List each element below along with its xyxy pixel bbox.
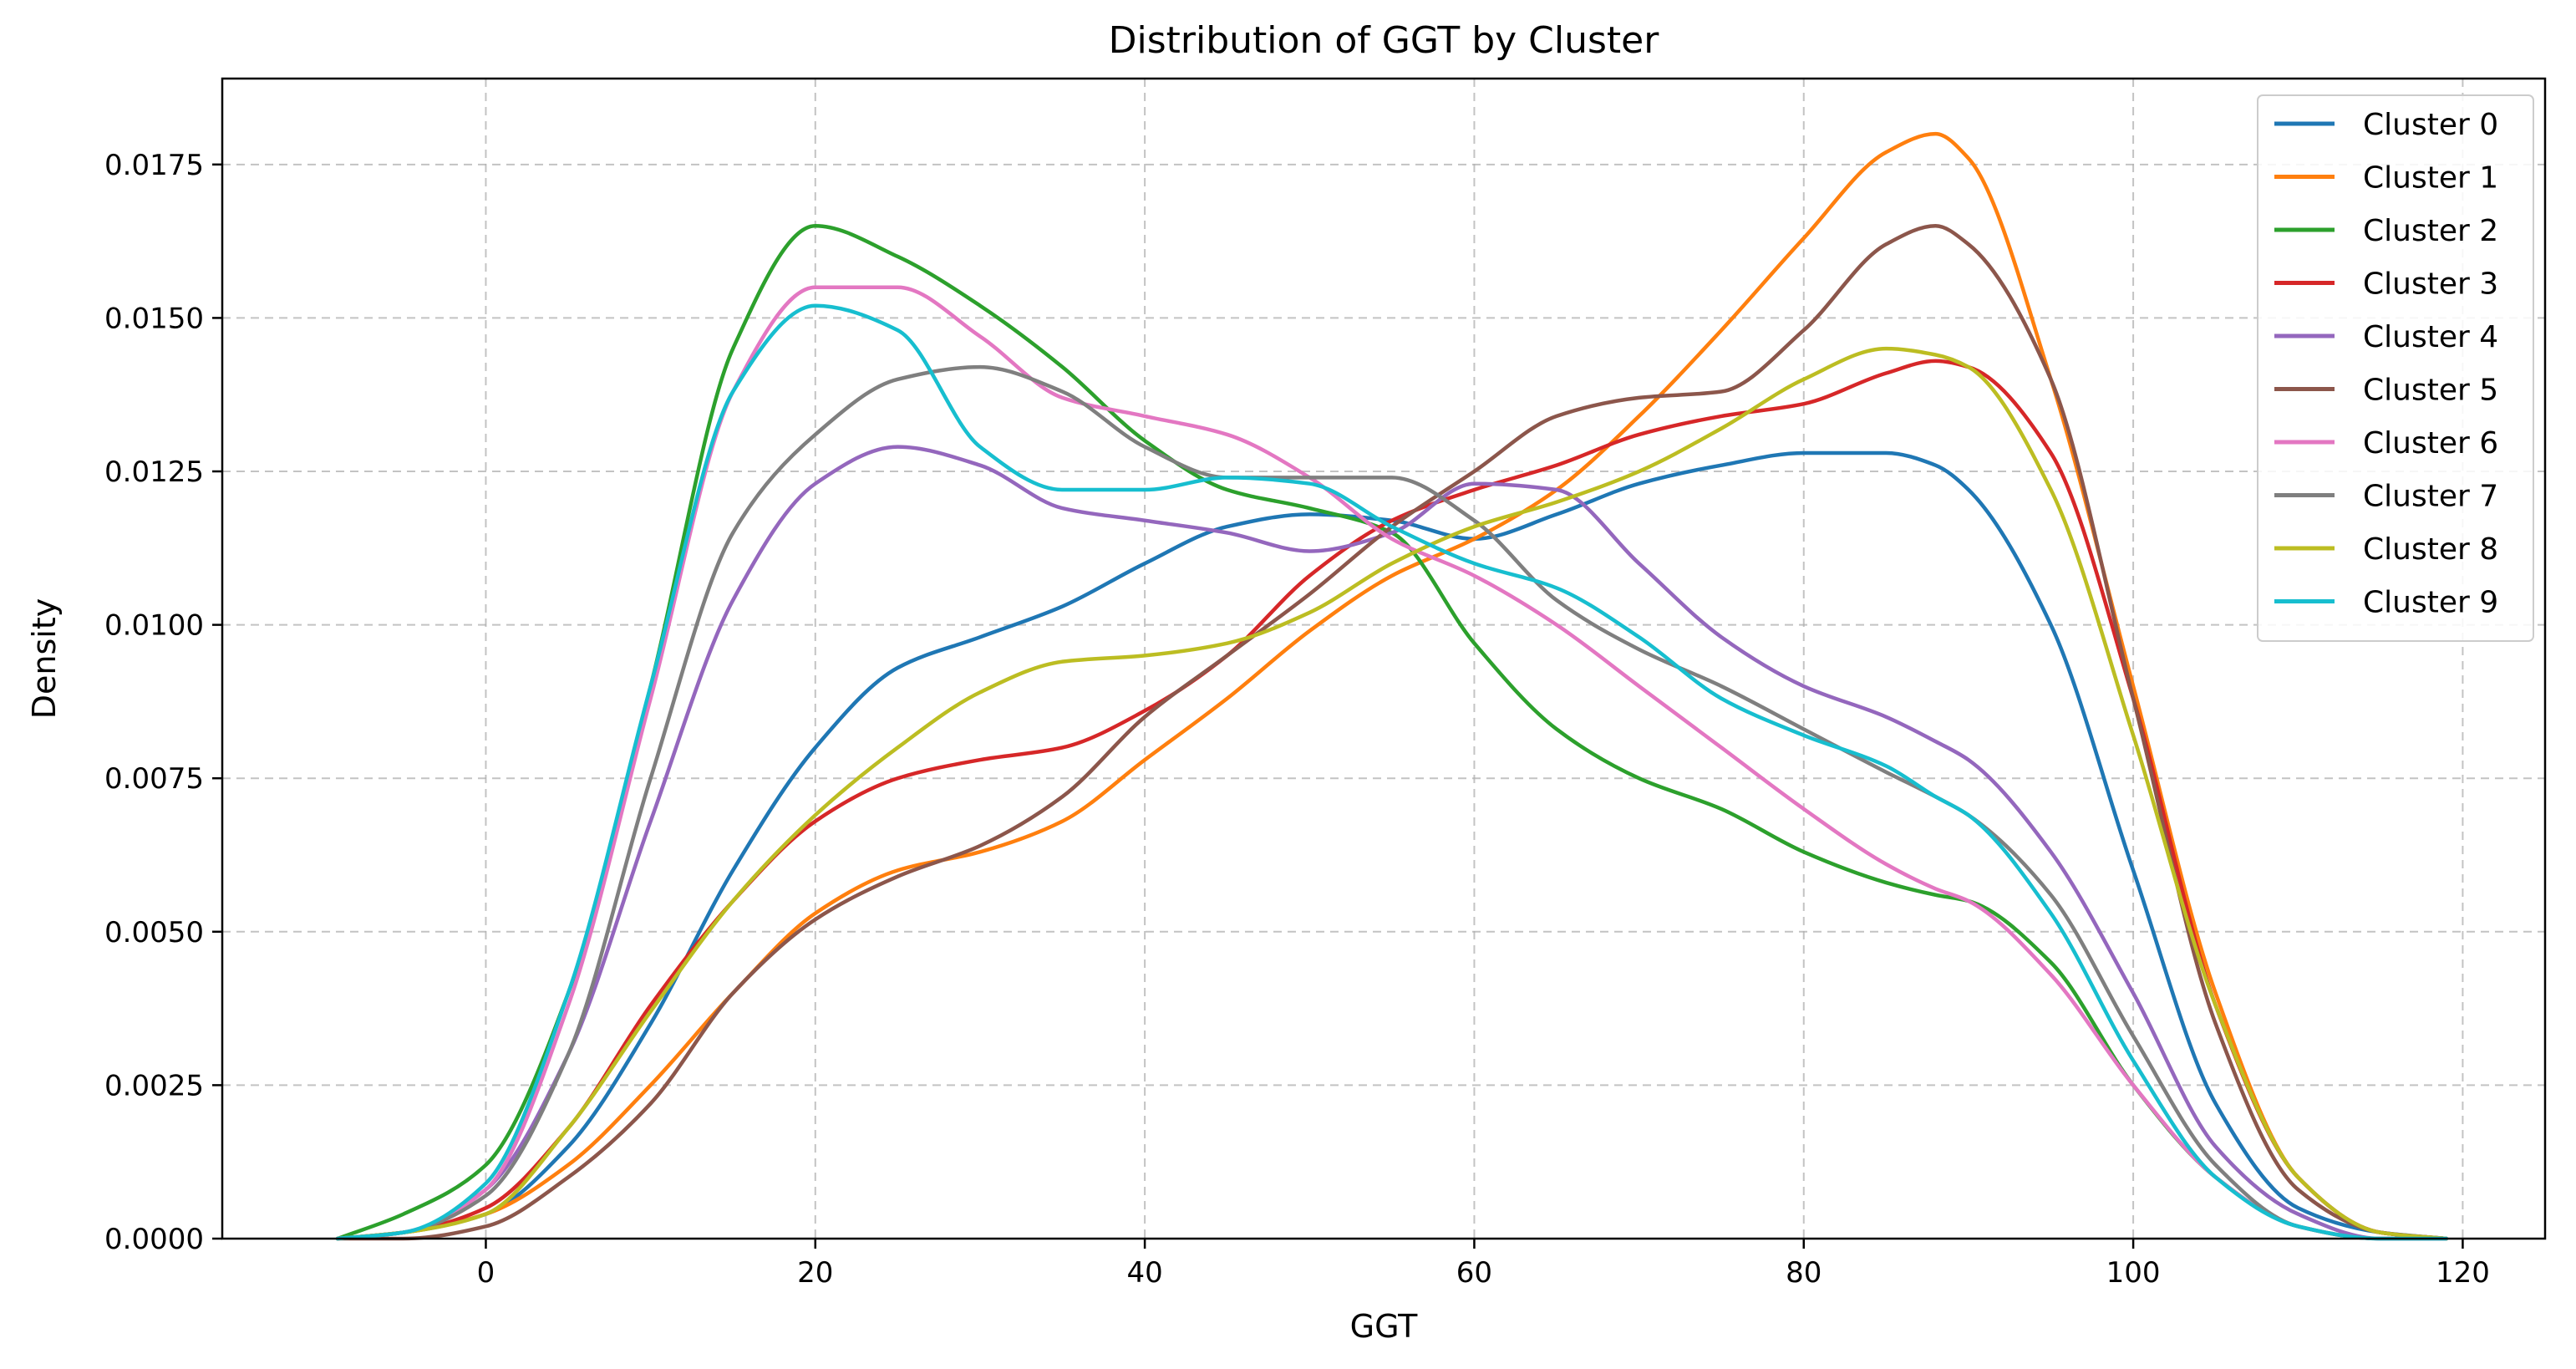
x-tick-label: 40: [1126, 1256, 1162, 1290]
x-tick-label: 100: [2106, 1256, 2161, 1290]
y-tick-label: 0.0050: [104, 916, 204, 949]
legend-label-cluster-2: Cluster 2: [2363, 214, 2498, 248]
x-axis-label: GGT: [1350, 1308, 1419, 1345]
y-tick-label: 0.0150: [104, 302, 204, 335]
y-axis-label: Density: [26, 598, 63, 719]
x-tick-label: 60: [1456, 1256, 1492, 1290]
series-lines: [335, 131, 2448, 1241]
y-axis-ticks: 0.0000 0.0025 0.0050 0.0075 0.0100 0.0125 0.01…: [104, 149, 222, 1256]
y-tick-label: 0.0125: [104, 455, 204, 489]
x-tick-label: 0: [477, 1256, 495, 1290]
series-line-cluster-6: [335, 285, 2448, 1241]
chart-title: Distribution of GGT by Cluster: [1109, 19, 1660, 62]
legend-label-cluster-1: Cluster 1: [2363, 161, 2498, 196]
legend-label-cluster-7: Cluster 7: [2363, 480, 2498, 514]
legend-label-cluster-9: Cluster 9: [2363, 586, 2498, 620]
y-tick-label: 0.0100: [104, 609, 204, 643]
y-tick-label: 0.0075: [104, 762, 204, 796]
y-tick-label: 0.0175: [104, 149, 204, 182]
legend-label-cluster-4: Cluster 4: [2363, 320, 2498, 354]
legend-label-cluster-8: Cluster 8: [2363, 532, 2498, 567]
series-line-cluster-7: [335, 364, 2448, 1241]
x-tick-label: 80: [1786, 1256, 1821, 1290]
plot-area-frame: [221, 77, 2547, 1240]
x-tick-label: 120: [2436, 1256, 2490, 1290]
y-tick-label: 0.0000: [104, 1223, 204, 1256]
series-line-cluster-5: [335, 224, 2448, 1241]
x-tick-label: 20: [797, 1256, 833, 1290]
legend-label-cluster-5: Cluster 5: [2363, 374, 2498, 408]
legend-label-cluster-0: Cluster 0: [2363, 108, 2498, 142]
series-line-cluster-8: [335, 346, 2448, 1241]
series-line-cluster-9: [335, 303, 2448, 1241]
x-axis-ticks: 0 20 40 60 80 100 120: [477, 1239, 2490, 1290]
legend: Cluster 0 Cluster 1 Cluster 2 Cluster 3 Clus…: [2257, 94, 2534, 642]
legend-label-cluster-6: Cluster 6: [2363, 426, 2498, 461]
legend-label-cluster-3: Cluster 3: [2363, 267, 2498, 302]
y-tick-label: 0.0025: [104, 1069, 204, 1102]
